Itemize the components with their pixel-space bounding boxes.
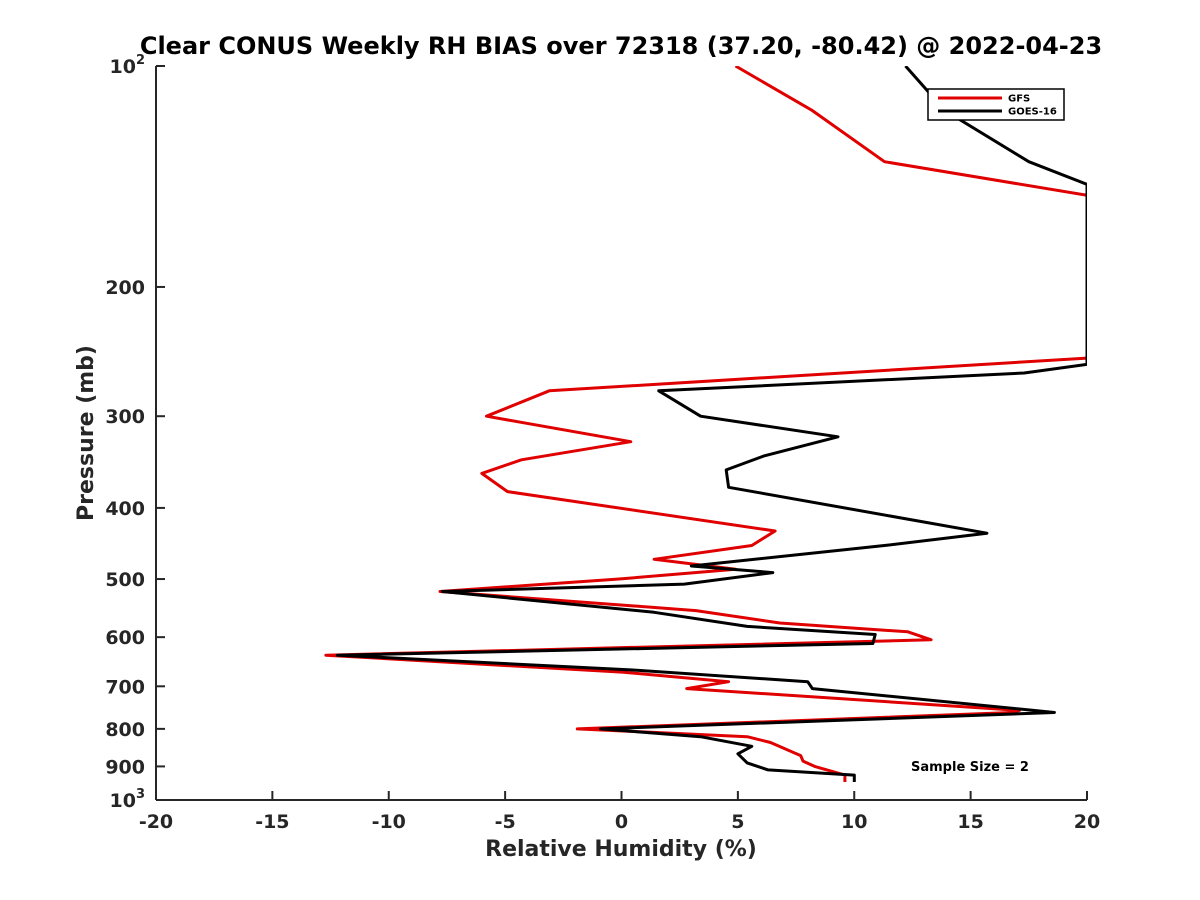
y-tick-label: 103 bbox=[110, 787, 146, 812]
x-tick-label: 5 bbox=[731, 811, 744, 833]
x-tick-label: 0 bbox=[615, 811, 628, 833]
legend-box bbox=[927, 88, 1065, 121]
x-axis-label: Relative Humidity (%) bbox=[485, 837, 757, 862]
legend: GFS GOES-16 bbox=[927, 88, 1065, 121]
y-axis-label: Pressure (mb) bbox=[74, 345, 99, 521]
y-tick-label: 700 bbox=[105, 676, 145, 698]
y-tick-label: 200 bbox=[105, 277, 145, 299]
y-tick-label: 800 bbox=[105, 719, 145, 741]
y-tick-label: 102 bbox=[110, 53, 146, 78]
x-tick-label: -20 bbox=[139, 811, 173, 833]
x-tick-label: 10 bbox=[841, 811, 867, 833]
x-tick-label: -5 bbox=[495, 811, 516, 833]
y-tick-label: 300 bbox=[105, 406, 145, 428]
chart-title: Clear CONUS Weekly RH BIAS over 72318 (3… bbox=[140, 32, 1102, 60]
legend-label-goes-16: GOES-16 bbox=[1008, 107, 1057, 118]
sample-size-annotation: Sample Size = 2 bbox=[911, 760, 1029, 775]
series-line-gfs bbox=[324, 66, 1087, 782]
x-ticks: -20 -15 -10 -5 0 5 10 15 20 bbox=[139, 791, 1100, 833]
x-tick-label: -15 bbox=[255, 811, 289, 833]
y-tick-label: 400 bbox=[105, 498, 145, 520]
series-line-goes-16 bbox=[336, 66, 1087, 782]
y-tick-label: 500 bbox=[105, 569, 145, 591]
y-ticks: 102 200 300 400 500 600 700 800 900 103 bbox=[105, 53, 165, 812]
y-tick-label: 900 bbox=[105, 756, 145, 778]
series-group bbox=[324, 66, 1087, 782]
x-tick-label: -10 bbox=[372, 811, 406, 833]
legend-label-gfs: GFS bbox=[1008, 94, 1030, 105]
x-tick-label: 20 bbox=[1074, 811, 1100, 833]
x-tick-label: 15 bbox=[957, 811, 983, 833]
y-tick-label: 600 bbox=[105, 627, 145, 649]
